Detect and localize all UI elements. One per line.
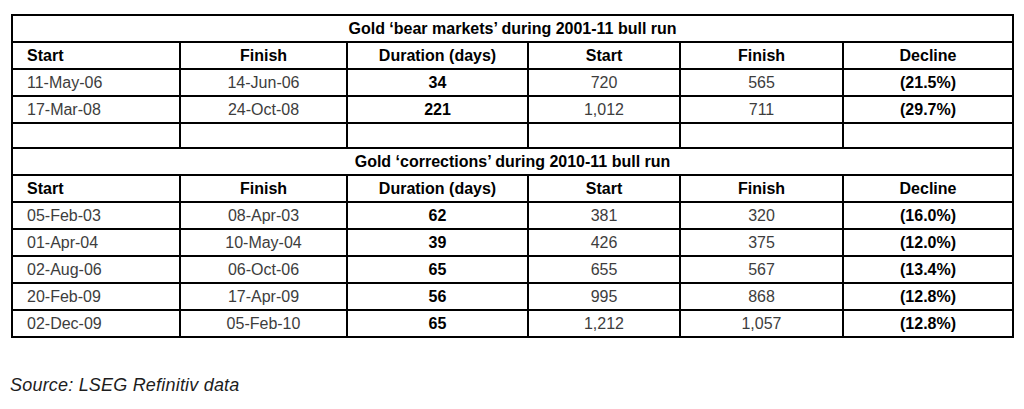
section-title-row: Gold ‘corrections’ during 2010-11 bull r…	[12, 148, 1013, 175]
table-cell: 39	[347, 229, 528, 256]
column-header: Start	[12, 42, 180, 69]
table-cell: 05-Feb-10	[180, 310, 347, 337]
table-cell: 868	[680, 283, 843, 310]
table-cell: 1,012	[528, 96, 680, 123]
table-row: 02-Aug-0606-Oct-0665655567(13.4%)	[12, 256, 1013, 283]
table-cell: 720	[528, 69, 680, 96]
column-header: Finish	[180, 42, 347, 69]
source-note: Source: LSEG Refinitiv data	[10, 375, 240, 396]
table-cell: 1,057	[680, 310, 843, 337]
empty-cell	[347, 123, 528, 148]
table-row: 20-Feb-0917-Apr-0956995868(12.8%)	[12, 283, 1013, 310]
column-header: Duration (days)	[347, 42, 528, 69]
section-title-row: Gold ‘bear markets’ during 2001-11 bull …	[12, 15, 1013, 42]
header-row: StartFinishDuration (days)StartFinishDec…	[12, 175, 1013, 202]
empty-row	[12, 123, 1013, 148]
empty-cell	[180, 123, 347, 148]
section-title: Gold ‘corrections’ during 2010-11 bull r…	[12, 148, 1013, 175]
column-header: Decline	[843, 175, 1013, 202]
table-cell: (16.0%)	[843, 202, 1013, 229]
section-title: Gold ‘bear markets’ during 2001-11 bull …	[12, 15, 1013, 42]
table-body: Gold ‘bear markets’ during 2001-11 bull …	[12, 15, 1013, 337]
empty-cell	[528, 123, 680, 148]
column-header: Duration (days)	[347, 175, 528, 202]
column-header: Start	[528, 175, 680, 202]
table-cell: 655	[528, 256, 680, 283]
table-cell: 56	[347, 283, 528, 310]
table-cell: 375	[680, 229, 843, 256]
column-header: Start	[528, 42, 680, 69]
table-cell: 995	[528, 283, 680, 310]
table-cell: 381	[528, 202, 680, 229]
table-cell: 565	[680, 69, 843, 96]
table-cell: (29.7%)	[843, 96, 1013, 123]
table-cell: 65	[347, 256, 528, 283]
table-row: 05-Feb-0308-Apr-0362381320(16.0%)	[12, 202, 1013, 229]
report-page: Gold ‘bear markets’ during 2001-11 bull …	[0, 0, 1024, 409]
table-cell: 24-Oct-08	[180, 96, 347, 123]
table-cell: 02-Aug-06	[12, 256, 180, 283]
table-cell: 1,212	[528, 310, 680, 337]
table-row: 11-May-0614-Jun-0634720565(21.5%)	[12, 69, 1013, 96]
table-cell: 01-Apr-04	[12, 229, 180, 256]
table-cell: (13.4%)	[843, 256, 1013, 283]
table-cell: 11-May-06	[12, 69, 180, 96]
table-cell: 62	[347, 202, 528, 229]
table-cell: 567	[680, 256, 843, 283]
table-row: 02-Dec-0905-Feb-10651,2121,057(12.8%)	[12, 310, 1013, 337]
table-cell: 34	[347, 69, 528, 96]
table-cell: (12.0%)	[843, 229, 1013, 256]
empty-cell	[12, 123, 180, 148]
column-header: Finish	[180, 175, 347, 202]
table-cell: 17-Apr-09	[180, 283, 347, 310]
table-cell: 06-Oct-06	[180, 256, 347, 283]
table-cell: (12.8%)	[843, 283, 1013, 310]
table-cell: 320	[680, 202, 843, 229]
table-cell: 221	[347, 96, 528, 123]
empty-cell	[680, 123, 843, 148]
table-cell: 05-Feb-03	[12, 202, 180, 229]
column-header: Decline	[843, 42, 1013, 69]
column-header: Start	[12, 175, 180, 202]
table-cell: 426	[528, 229, 680, 256]
table-row: 17-Mar-0824-Oct-082211,012711(29.7%)	[12, 96, 1013, 123]
table-cell: (21.5%)	[843, 69, 1013, 96]
table-cell: 20-Feb-09	[12, 283, 180, 310]
table-cell: 65	[347, 310, 528, 337]
table-cell: 02-Dec-09	[12, 310, 180, 337]
table-cell: 711	[680, 96, 843, 123]
column-header: Finish	[680, 42, 843, 69]
table-row: 01-Apr-0410-May-0439426375(12.0%)	[12, 229, 1013, 256]
table-cell: 08-Apr-03	[180, 202, 347, 229]
table-cell: 17-Mar-08	[12, 96, 180, 123]
table-cell: 14-Jun-06	[180, 69, 347, 96]
gold-drawdowns-table: Gold ‘bear markets’ during 2001-11 bull …	[11, 14, 1014, 338]
header-row: StartFinishDuration (days)StartFinishDec…	[12, 42, 1013, 69]
table-cell: 10-May-04	[180, 229, 347, 256]
empty-cell	[843, 123, 1013, 148]
column-header: Finish	[680, 175, 843, 202]
table-cell: (12.8%)	[843, 310, 1013, 337]
